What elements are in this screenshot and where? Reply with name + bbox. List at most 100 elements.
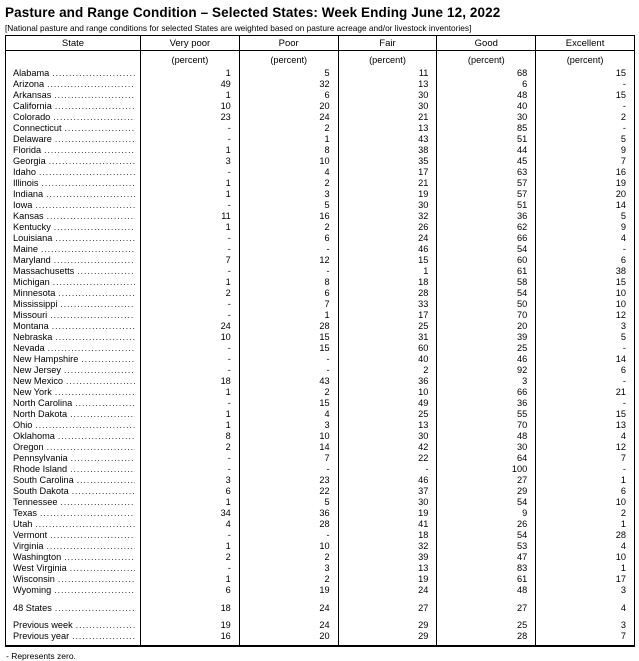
value-cell: 17: [337, 310, 438, 321]
value-cell: 3: [436, 376, 537, 387]
value-cell: 15: [337, 255, 438, 266]
state-name: West Virginia: [13, 563, 67, 573]
state-name: Wisconsin: [13, 574, 55, 584]
value-cell: 32: [238, 79, 339, 90]
value-cell: 49: [140, 79, 240, 90]
state-name-cell: Illinois: [5, 178, 141, 189]
value-cell: 20: [436, 321, 537, 332]
state-name: Texas: [13, 508, 37, 518]
dot-leader: [64, 552, 135, 563]
value-cell: 23: [140, 112, 240, 123]
value-cell: 10: [238, 156, 339, 167]
value-cell: 4: [140, 519, 240, 530]
value-cell: -: [535, 376, 635, 387]
value-cell: 13: [337, 420, 438, 431]
value-cell: -: [140, 453, 240, 464]
value-cell: 47: [436, 552, 537, 563]
state-name: Mississippi: [13, 299, 58, 309]
value-cell: 7: [535, 453, 635, 464]
state-name-cell: Iowa: [5, 200, 141, 211]
value-cell: 11: [140, 211, 240, 222]
state-name: Massachusetts: [13, 266, 75, 276]
value-cell: 22: [337, 453, 438, 464]
page-title: Pasture and Range Condition – Selected S…: [5, 5, 501, 20]
value-cell: 3: [535, 620, 635, 631]
state-name-cell: Montana: [5, 321, 141, 332]
value-cell: 1: [140, 574, 240, 585]
table-header-row: State Very poor Poor Fair Good Excellent: [5, 35, 635, 51]
state-name: Michigan: [13, 277, 50, 287]
dot-leader: [48, 343, 135, 354]
state-name: Arkansas: [13, 90, 52, 100]
state-name-cell: New Jersey: [5, 365, 141, 376]
value-cell: 16: [535, 167, 635, 178]
value-cell: -: [140, 200, 240, 211]
state-name-cell: Connecticut: [5, 123, 141, 134]
state-name-cell: Michigan: [5, 277, 141, 288]
value-cell: 5: [238, 200, 339, 211]
state-name: Missouri: [13, 310, 48, 320]
state-name: Vermont: [13, 530, 48, 540]
value-cell: 8: [140, 431, 240, 442]
value-cell: 66: [436, 233, 537, 244]
value-cell: 15: [535, 90, 635, 101]
value-cell: 1: [140, 145, 240, 156]
value-cell: 39: [337, 552, 438, 563]
dot-leader: [81, 354, 135, 365]
value-cell: 1: [140, 178, 240, 189]
value-cell: 4: [535, 603, 635, 614]
table-body: Alabama15116815Arizona4932136-Arkansas16…: [5, 68, 635, 646]
state-name-cell: Georgia: [5, 156, 141, 167]
value-cell: 36: [337, 376, 438, 387]
state-name: Arizona: [13, 79, 45, 89]
page-subtitle: [National pasture and range conditions f…: [5, 23, 472, 33]
value-cell: 9: [535, 145, 635, 156]
value-cell: 1: [140, 420, 240, 431]
state-name: Nebraska: [13, 332, 53, 342]
value-cell: 24: [238, 112, 339, 123]
value-cell: 8: [238, 277, 339, 288]
dot-leader: [50, 530, 135, 541]
value-cell: 15: [535, 409, 635, 420]
value-cell: 19: [238, 585, 339, 596]
dot-leader: [52, 68, 135, 79]
value-cell: 2: [238, 178, 339, 189]
column-header-poor: Poor: [238, 35, 339, 51]
state-name: Pennsylvania: [13, 453, 68, 463]
value-cell: 16: [140, 631, 240, 642]
value-cell: 48: [436, 431, 537, 442]
value-cell: 20: [535, 189, 635, 200]
value-cell: -: [140, 299, 240, 310]
value-cell: 28: [238, 519, 339, 530]
dot-leader: [60, 299, 135, 310]
value-cell: -: [238, 244, 339, 255]
column-header-fair: Fair: [337, 35, 438, 51]
value-cell: 1: [140, 222, 240, 233]
value-cell: 18: [140, 603, 240, 614]
value-cell: 54: [436, 288, 537, 299]
spacer-cell: [238, 642, 339, 646]
dot-leader: [49, 156, 135, 167]
value-cell: 64: [436, 453, 537, 464]
dot-leader: [46, 189, 135, 200]
value-cell: 27: [436, 603, 537, 614]
value-cell: -: [535, 343, 635, 354]
dot-leader: [55, 603, 135, 614]
value-cell: 18: [140, 376, 240, 387]
value-cell: 1: [140, 189, 240, 200]
state-name-cell: Tennessee: [5, 497, 141, 508]
value-cell: 6: [238, 90, 339, 101]
value-cell: 8: [238, 145, 339, 156]
value-cell: 23: [238, 475, 339, 486]
value-cell: 19: [140, 620, 240, 631]
value-cell: 36: [436, 398, 537, 409]
